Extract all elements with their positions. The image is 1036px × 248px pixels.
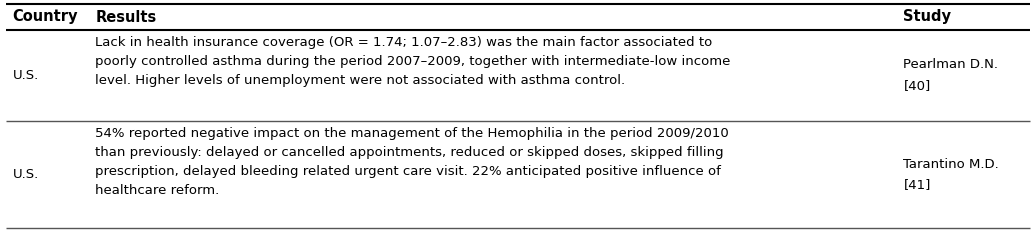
Text: 54% reported negative impact on the management of the Hemophilia in the period 2: 54% reported negative impact on the mana…: [95, 127, 729, 197]
Text: U.S.: U.S.: [12, 168, 38, 181]
Text: Pearlman D.N.
[40]: Pearlman D.N. [40]: [903, 59, 999, 93]
Text: Results: Results: [95, 9, 156, 25]
Text: Country: Country: [12, 9, 78, 25]
Text: Study: Study: [903, 9, 951, 25]
Text: Lack in health insurance coverage (OR = 1.74; 1.07–2.83) was the main factor ass: Lack in health insurance coverage (OR = …: [95, 36, 730, 87]
Text: U.S.: U.S.: [12, 69, 38, 82]
Text: Tarantino M.D.
[41]: Tarantino M.D. [41]: [903, 157, 999, 191]
